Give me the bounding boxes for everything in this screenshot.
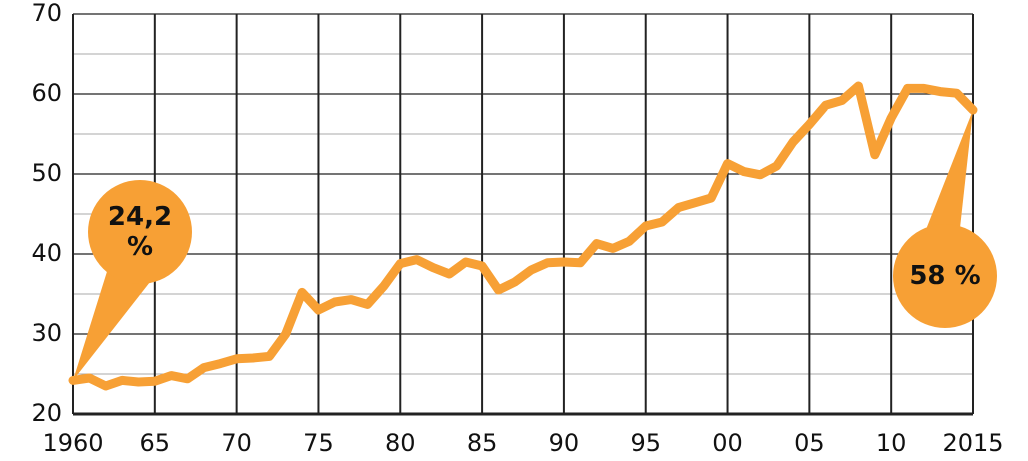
x-tick-label: 1960 [42,429,103,457]
callout-label: 24,2% [108,202,172,262]
callout-tail [925,110,973,232]
data-line [68,81,978,391]
x-tick-label: 95 [630,429,661,457]
callout-tail [73,262,150,381]
x-tick-label: 65 [140,429,171,457]
x-tick-label: 00 [712,429,743,457]
x-tick-label: 75 [303,429,334,457]
callout-bubble [893,224,997,328]
callout-bubble [88,180,192,284]
x-tick-label: 70 [221,429,252,457]
x-tick-label: 80 [385,429,416,457]
x-tick-label: 2015 [942,429,1003,457]
y-tick-label: 30 [31,319,62,347]
callout-line: 58 % [909,261,980,291]
x-tick-label: 05 [794,429,825,457]
callout-label: 58 % [909,261,980,291]
y-tick-label: 40 [31,239,62,267]
x-tick-label: 10 [876,429,907,457]
callout-line: 24,2 [108,202,172,232]
callout-line: % [127,232,153,262]
y-tick-label: 60 [31,79,62,107]
y-tick-label: 50 [31,159,62,187]
x-tick-label: 85 [467,429,498,457]
y-tick-label: 70 [31,0,62,27]
y-tick-label: 20 [31,399,62,427]
x-tick-label: 90 [549,429,580,457]
